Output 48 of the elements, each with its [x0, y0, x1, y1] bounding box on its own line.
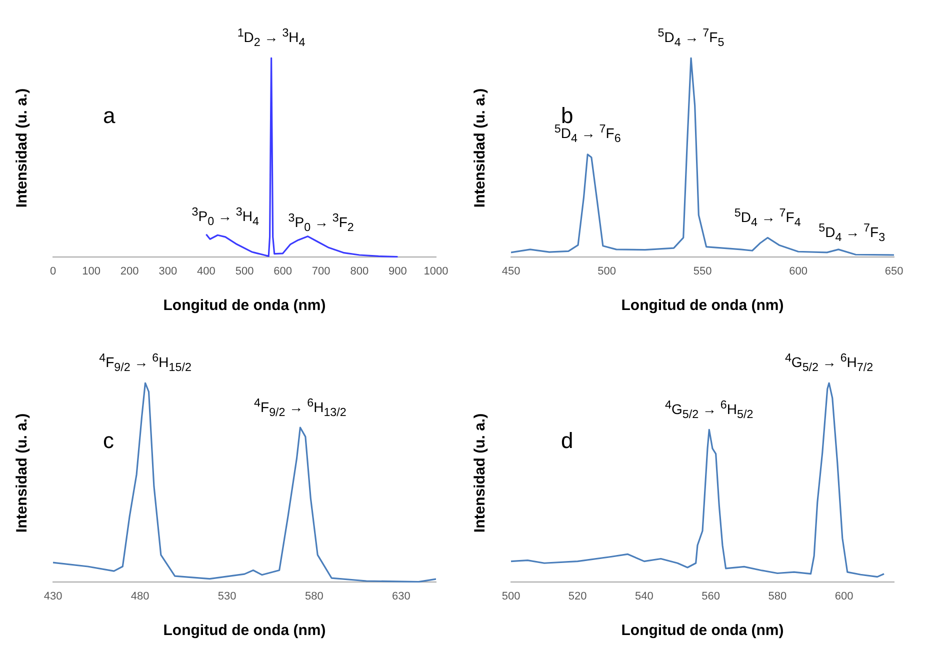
x-axis-title: Longitud de onda (nm)	[163, 297, 326, 314]
x-axis-title: Longitud de onda (nm)	[621, 297, 784, 314]
annotation: $^{5}$D$_{4}$ → $^{7}$F$_{3}$	[818, 220, 886, 246]
x-tick-label: 600	[789, 265, 808, 278]
x-tick-label: 560	[702, 590, 720, 602]
annotation: $^{5}$D$_{4}$ → $^{7}$F$_{4}$	[734, 205, 801, 231]
x-tick-label: 540	[635, 590, 654, 602]
x-tick-label: 530	[218, 590, 236, 602]
x-tick-label: 520	[568, 590, 587, 602]
x-tick-label: 700	[312, 265, 330, 278]
x-tick-label: 650	[884, 265, 904, 278]
annotation: $^{4}$F$_{9/2}$ → $^{6}$H$_{15/2}$	[99, 350, 192, 376]
x-tick-label: 500	[235, 265, 254, 278]
x-tick-label: 400	[197, 265, 216, 278]
x-axis-title: Longitud de onda (nm)	[163, 622, 326, 640]
x-tick-label: 430	[44, 590, 62, 602]
x-axis-title: Longitud de onda (nm)	[621, 622, 784, 640]
x-tick-label: 580	[768, 590, 787, 602]
annotation: d	[561, 428, 574, 454]
x-tick-label: 630	[392, 590, 410, 602]
annotation: $^{5}$D$_{4}$ → $^{7}$F$_{5}$	[658, 26, 724, 51]
x-tick-label: 480	[130, 590, 150, 602]
y-axis-title: Intensidad (u. a.)	[472, 413, 488, 533]
annotation: $^{3}$P$_{0}$ → $^{3}$F$_{2}$	[288, 210, 354, 236]
x-tick-label: 600	[274, 265, 292, 278]
x-tick-label: 500	[502, 590, 520, 602]
annotation: $^{4}$F$_{9/2}$ → $^{6}$H$_{13/2}$	[254, 395, 346, 421]
x-tick-label: 450	[502, 265, 520, 278]
annotation: $^{3}$P$_{0}$ → $^{3}$H$_{4}$	[192, 204, 259, 230]
annotation: a	[103, 103, 116, 129]
x-tick-label: 580	[304, 590, 324, 602]
x-tick-label: 200	[120, 265, 139, 278]
annotation: $^{4}$G$_{5/2}$ → $^{6}$H$_{7/2}$	[784, 350, 874, 376]
x-tick-label: 300	[158, 265, 178, 278]
annotation: c	[103, 428, 114, 454]
x-tick-label: 900	[388, 265, 407, 278]
y-axis-title: Intensidad (u. a.)	[472, 88, 488, 208]
y-axis-title: Intensidad (u. a.)	[14, 413, 30, 533]
x-tick-label: 800	[350, 265, 369, 278]
x-tick-label: 100	[82, 265, 100, 278]
x-tick-label: 1000	[424, 265, 448, 278]
annotation: $^{1}$D$_{2}$ → $^{3}$H$_{4}$	[237, 26, 306, 51]
x-tick-label: 0	[50, 265, 56, 278]
x-tick-label: 500	[598, 265, 616, 278]
annotation: $^{4}$G$_{5/2}$ → $^{6}$H$_{5/2}$	[665, 397, 754, 423]
x-tick-label: 600	[834, 590, 854, 602]
x-tick-label: 550	[693, 265, 712, 278]
y-axis-title: Intensidad (u. a.)	[14, 88, 30, 208]
